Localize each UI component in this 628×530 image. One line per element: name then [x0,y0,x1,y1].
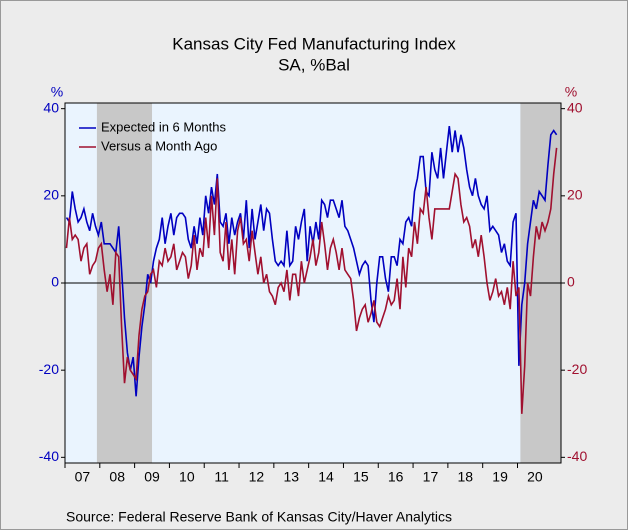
y2-tick-label: -40 [567,448,587,464]
y2-tick-label: 0 [567,274,575,290]
y-tick-label: 0 [51,274,59,290]
plot-frame [64,102,562,464]
y-axis-label: % [51,84,63,100]
x-tick-label: 09 [144,469,160,485]
series-line [65,126,558,397]
legend-label: Versus a Month Ago [101,138,217,153]
x-tick-label: 08 [109,469,125,485]
x-tick-label: 15 [353,469,369,485]
y-tick-label: 40 [43,99,59,115]
x-tick-label: 19 [492,469,508,485]
x-tick-label: 13 [283,469,299,485]
y2-tick-label: -20 [567,361,587,377]
x-tick-label: 11 [214,469,229,485]
y-tick-label: 20 [43,187,59,203]
y2-axis-label: % [565,84,577,100]
x-tick-label: 14 [318,469,334,485]
legend-label: Expected in 6 Months [101,119,227,134]
chart-subtitle: SA, %Bal [278,55,350,74]
source-note: Source: Federal Reserve Bank of Kansas C… [66,509,452,525]
x-tick-label: 18 [457,469,473,485]
chart-title: Kansas City Fed Manufacturing Index [172,34,456,53]
x-tick-label: 12 [249,469,265,485]
y2-tick-label: 40 [567,99,583,115]
x-tick-label: 17 [423,469,439,485]
series-line [65,147,558,414]
x-tick-label: 10 [179,469,195,485]
y2-tick-label: 20 [567,187,583,203]
x-tick-label: 20 [527,469,543,485]
y-tick-label: -20 [39,361,59,377]
x-tick-label: 16 [388,469,404,485]
x-tick-label: 07 [75,469,91,485]
y-tick-label: -40 [39,448,59,464]
